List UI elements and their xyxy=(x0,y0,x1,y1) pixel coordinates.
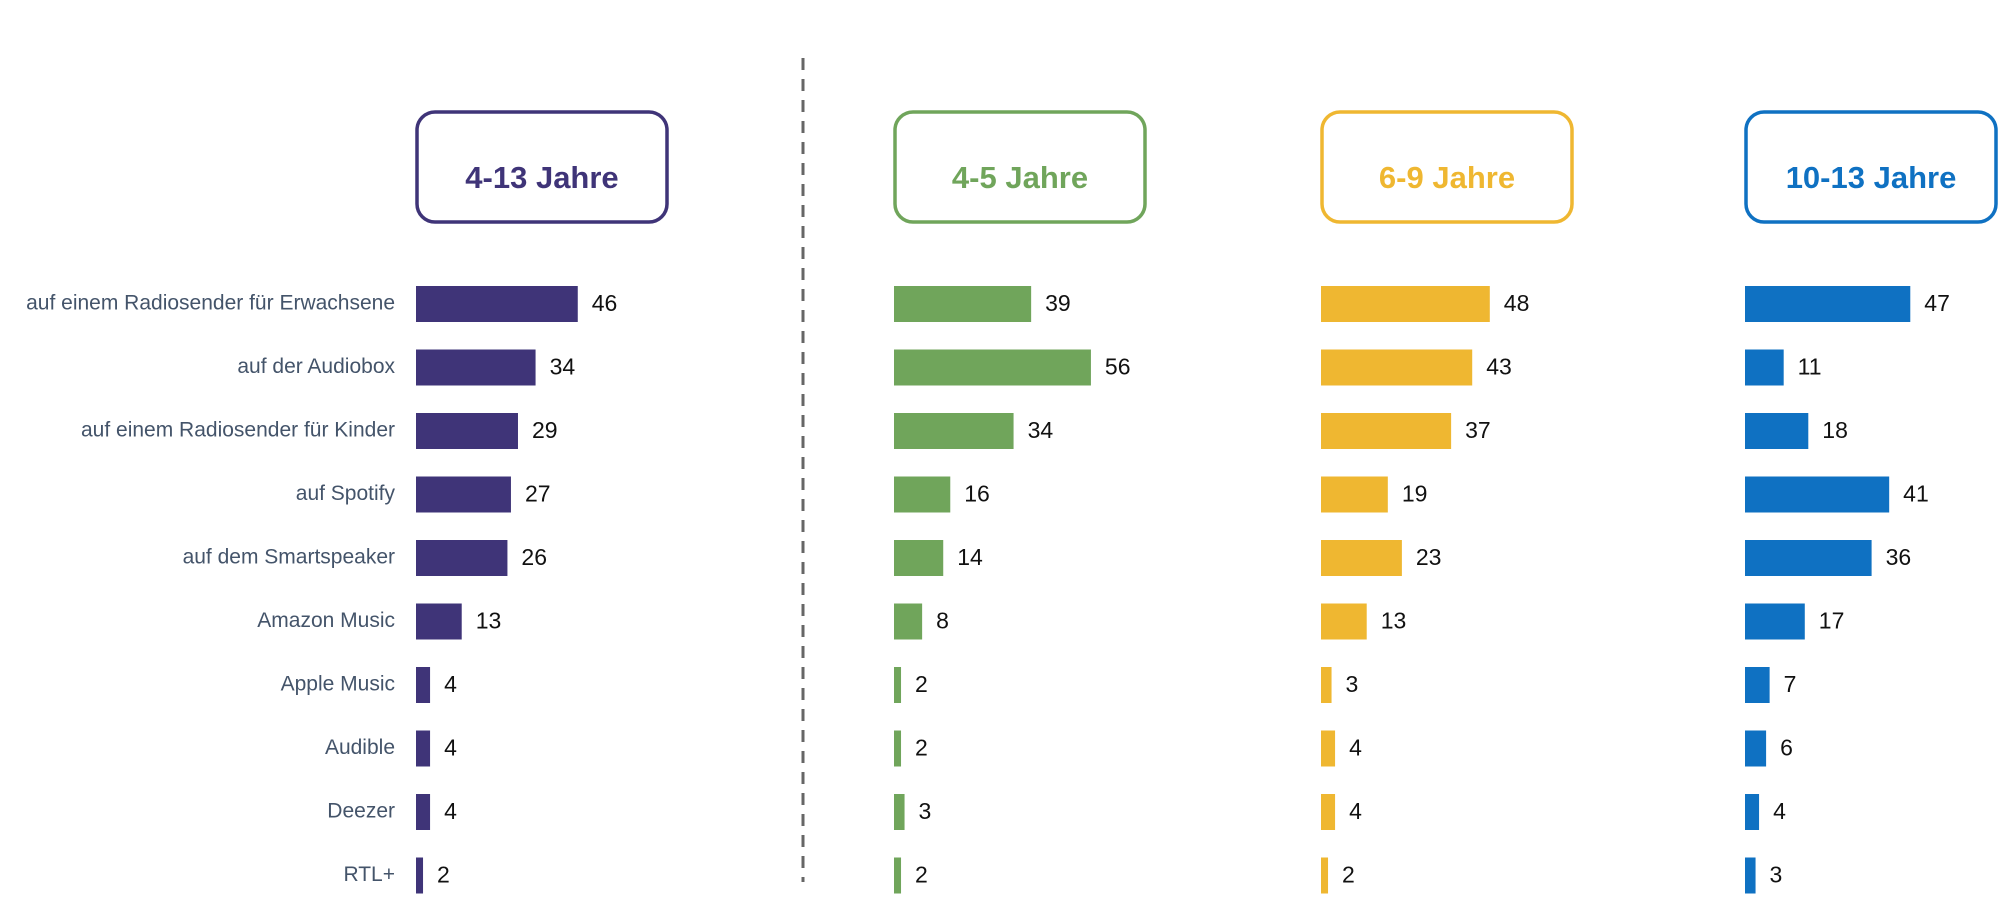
bar xyxy=(416,477,511,513)
value-label: 26 xyxy=(521,544,547,570)
bar xyxy=(894,731,901,767)
bar xyxy=(1321,413,1451,449)
value-label: 43 xyxy=(1486,354,1512,380)
bar xyxy=(1745,731,1766,767)
bar xyxy=(1745,286,1910,322)
bar xyxy=(1745,350,1784,386)
bar xyxy=(1745,413,1808,449)
bar xyxy=(1745,477,1889,513)
category-label: auf einem Radiosender für Erwachsene xyxy=(26,292,395,315)
bar xyxy=(894,540,943,576)
bar xyxy=(1321,477,1388,513)
value-label: 36 xyxy=(1886,544,1912,570)
bar xyxy=(1321,604,1367,640)
value-label: 37 xyxy=(1465,417,1491,443)
value-label: 39 xyxy=(1045,290,1071,316)
value-label: 17 xyxy=(1819,608,1845,634)
category-label: Apple Music xyxy=(281,673,395,696)
value-label: 11 xyxy=(1798,354,1822,380)
bar xyxy=(416,286,578,322)
value-label: 16 xyxy=(964,481,990,507)
bar xyxy=(416,350,536,386)
value-label: 2 xyxy=(437,862,450,888)
value-label: 13 xyxy=(1381,608,1407,634)
value-label: 3 xyxy=(1346,671,1359,697)
category-label: auf der Audiobox xyxy=(237,355,395,378)
bar xyxy=(416,731,430,767)
bar xyxy=(1745,858,1756,894)
category-label: auf dem Smartspeaker xyxy=(183,546,395,569)
value-label: 7 xyxy=(1784,671,1797,697)
bar xyxy=(416,794,430,830)
bar xyxy=(1321,540,1402,576)
value-label: 2 xyxy=(915,862,928,888)
bar xyxy=(1321,667,1332,703)
value-label: 18 xyxy=(1822,417,1848,443)
bar xyxy=(1745,667,1770,703)
value-label: 47 xyxy=(1924,290,1950,316)
category-label: Amazon Music xyxy=(257,609,395,632)
series-name: 10-13 Jahre xyxy=(1786,160,1957,195)
value-label: 4 xyxy=(444,735,457,761)
value-label: 48 xyxy=(1504,290,1530,316)
value-label: 23 xyxy=(1416,544,1442,570)
value-label: 2 xyxy=(915,671,928,697)
series-name: 4-5 Jahre xyxy=(952,160,1088,195)
value-label: 46 xyxy=(592,290,618,316)
value-label: 6 xyxy=(1780,735,1793,761)
bar xyxy=(1321,794,1335,830)
bar xyxy=(1745,540,1872,576)
value-label: 13 xyxy=(476,608,502,634)
category-label: auf Spotify xyxy=(296,482,396,505)
value-label: 34 xyxy=(1028,417,1054,443)
value-label: 4 xyxy=(444,798,457,824)
value-label: 2 xyxy=(1342,862,1355,888)
bar xyxy=(1745,794,1759,830)
value-label: 4 xyxy=(1349,798,1362,824)
bar xyxy=(1321,286,1490,322)
bar xyxy=(894,286,1031,322)
value-label: 27 xyxy=(525,481,551,507)
bar xyxy=(894,794,905,830)
value-label: 4 xyxy=(1773,798,1786,824)
bar xyxy=(416,858,423,894)
bar xyxy=(894,350,1091,386)
bar xyxy=(416,604,462,640)
value-label: 8 xyxy=(936,608,949,634)
bar xyxy=(894,667,901,703)
bar xyxy=(894,413,1014,449)
value-label: 3 xyxy=(1770,862,1783,888)
bar xyxy=(1321,858,1328,894)
bar xyxy=(416,413,518,449)
value-label: 2 xyxy=(915,735,928,761)
value-label: 34 xyxy=(550,354,576,380)
bar xyxy=(416,667,430,703)
bar xyxy=(1321,731,1335,767)
value-label: 3 xyxy=(919,798,932,824)
category-label: RTL+ xyxy=(343,863,395,886)
bar xyxy=(894,477,950,513)
value-label: 41 xyxy=(1903,481,1929,507)
value-label: 4 xyxy=(1349,735,1362,761)
series-name: 4-13 Jahre xyxy=(465,160,618,195)
value-label: 29 xyxy=(532,417,558,443)
value-label: 19 xyxy=(1402,481,1428,507)
chart: auf einem Radiosender für Erwachsene auf … xyxy=(0,0,2005,897)
bar xyxy=(1321,350,1472,386)
category-label: auf einem Radiosender für Kinder xyxy=(81,419,395,442)
series-name: 6-9 Jahre xyxy=(1379,160,1515,195)
value-label: 14 xyxy=(957,544,983,570)
category-label: Deezer xyxy=(327,800,395,823)
bar xyxy=(416,540,507,576)
bar xyxy=(894,604,922,640)
bar xyxy=(894,858,901,894)
bar xyxy=(1745,604,1805,640)
value-label: 4 xyxy=(444,671,457,697)
category-label: Audible xyxy=(325,736,395,759)
value-label: 56 xyxy=(1105,354,1131,380)
